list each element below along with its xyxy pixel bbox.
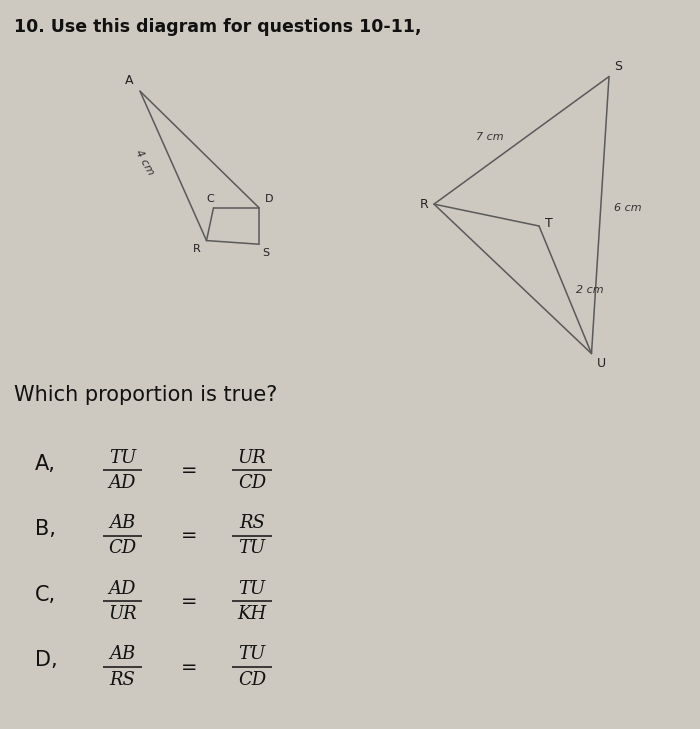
Text: T: T (545, 217, 552, 230)
Text: RS: RS (239, 514, 265, 532)
Text: TU: TU (239, 539, 265, 558)
Text: S: S (262, 248, 270, 258)
Text: Which proportion is true?: Which proportion is true? (14, 385, 277, 405)
Text: TU: TU (109, 448, 136, 467)
Text: 6 cm: 6 cm (615, 203, 642, 213)
Text: =: = (181, 526, 197, 545)
Text: TU: TU (239, 645, 265, 663)
Text: C: C (206, 194, 214, 204)
Text: A: A (125, 74, 133, 87)
Text: 7 cm: 7 cm (477, 132, 504, 141)
Text: CD: CD (238, 671, 266, 689)
Text: CD: CD (238, 474, 266, 492)
Text: R: R (419, 198, 428, 211)
Text: =: = (181, 658, 197, 677)
Text: S: S (615, 60, 622, 73)
Text: U: U (597, 357, 606, 370)
Text: RS: RS (110, 671, 135, 689)
Text: C,: C, (35, 585, 56, 605)
Text: CD: CD (108, 539, 136, 558)
Text: KH: KH (237, 605, 267, 623)
Text: AB: AB (109, 514, 136, 532)
Text: 10. Use this diagram for questions 10-11,: 10. Use this diagram for questions 10-11… (14, 18, 421, 36)
Text: UR: UR (238, 448, 266, 467)
Text: R: R (193, 244, 201, 254)
Text: D: D (265, 194, 273, 204)
Text: B,: B, (35, 519, 56, 539)
Text: D,: D, (35, 650, 57, 671)
Text: =: = (181, 592, 197, 611)
Text: UR: UR (108, 605, 136, 623)
Text: 4 cm: 4 cm (133, 148, 155, 176)
Text: =: = (181, 461, 197, 480)
Text: AD: AD (108, 474, 136, 492)
Text: AD: AD (108, 580, 136, 598)
Text: TU: TU (239, 580, 265, 598)
Text: A,: A, (35, 453, 56, 474)
Text: 2 cm: 2 cm (575, 285, 603, 295)
Text: AB: AB (109, 645, 136, 663)
